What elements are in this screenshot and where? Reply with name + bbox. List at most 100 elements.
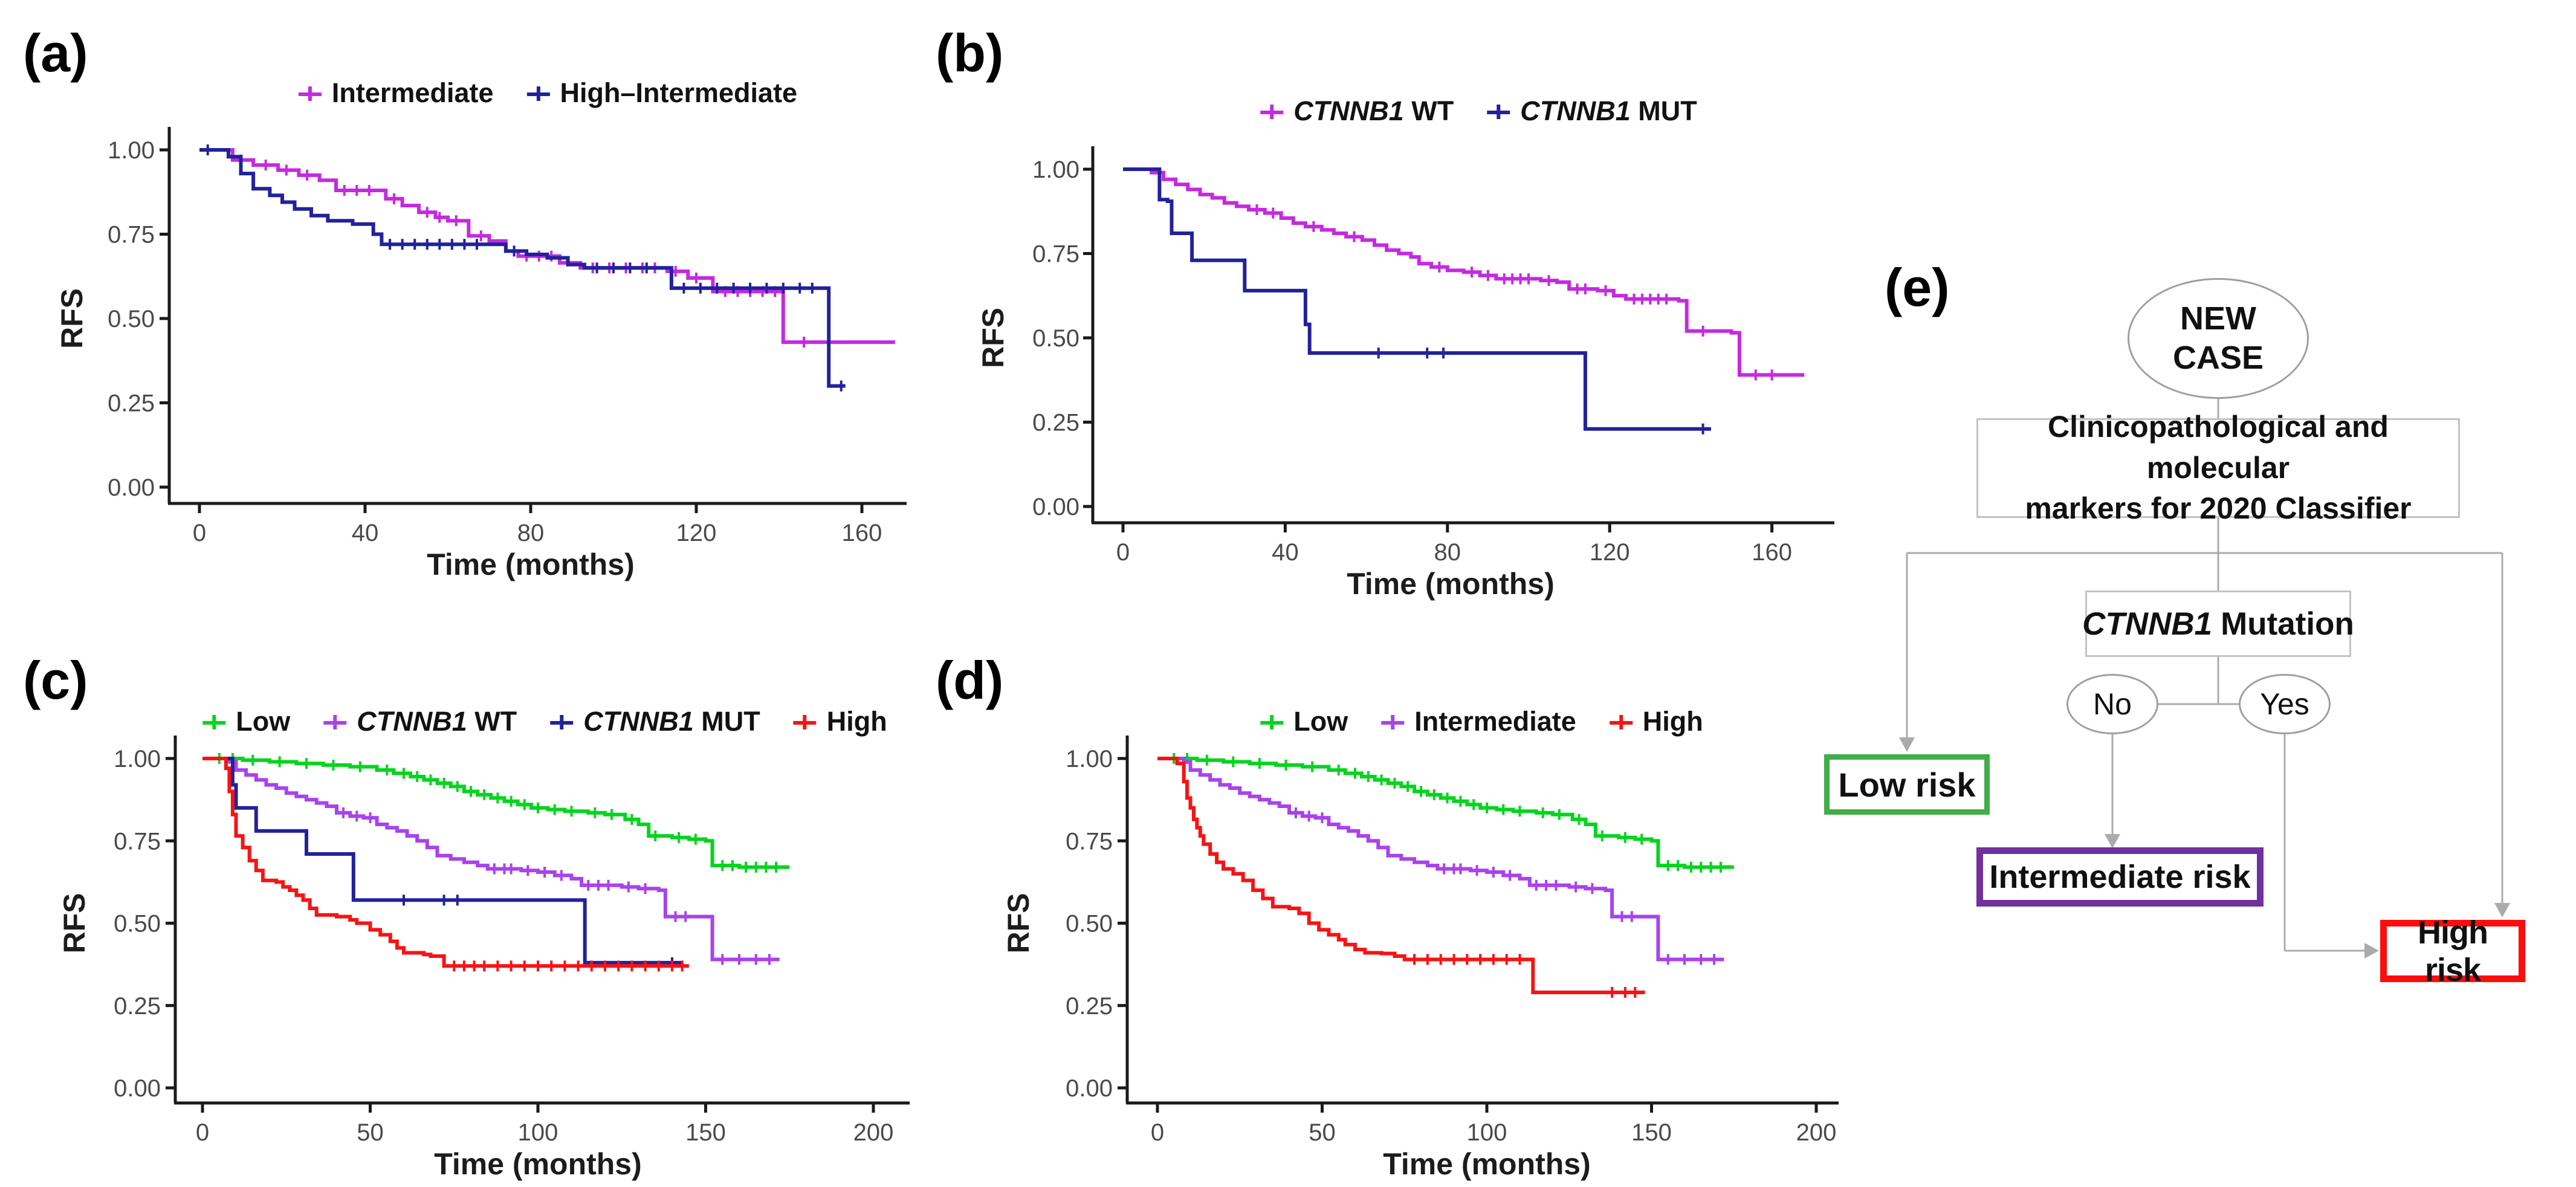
y-tick-label: 0.00 [1066,1075,1113,1102]
legend-item-low: Low [201,706,290,737]
y-tick-label: 0.25 [108,390,155,417]
legend-item-low: Low [1258,706,1348,737]
y-axis-title: RFS [55,288,89,349]
legend-label: High [1642,706,1703,737]
legend-item-high: High [1608,706,1703,737]
panel-label-d: (d) [936,650,1004,710]
y-tick-label: 1.00 [1066,746,1113,772]
km-panel-a: 1.00 0.75 0.50 0.25 0.00 0 40 80 120 160 Time (mon… [55,127,907,581]
km-panel-d: 1.00 0.75 0.50 0.25 0.00 0 50 100 150 200 Time (mo… [1002,736,1839,1181]
y-tick-label: 1.00 [1032,157,1079,183]
x-tick-label: 150 [1631,1119,1672,1146]
legend-item-ctnnb1-mut: CTNNB1 MUT [1485,95,1697,127]
legend-plus-icon [526,86,550,101]
panel-label-a: (a) [23,23,88,83]
km-curve-intermediate [199,148,895,344]
flow-node-no: No [2066,674,2158,734]
y-tick-label: 0.75 [114,828,161,855]
flow-node-intermediate-risk: Intermediate risk [1976,847,2264,907]
legend-item-ctnnb1-wt: CTNNB1 WT [322,706,517,737]
low-risk-label: Low risk [1838,765,1976,804]
legend-label: Low [236,706,291,737]
x-axis-title: Time (months) [1347,567,1555,601]
flow-node-high-risk: High risk [2380,914,2525,988]
mutation-label: Mutation [2221,606,2354,642]
x-axis-title: Time (months) [434,1147,642,1181]
x-tick-label: 200 [1796,1119,1837,1146]
legend-label: CTNNB1 MUT [583,706,760,737]
x-tick-label: 80 [517,520,545,546]
classifier-line1: Clinicopathological and molecular [2048,410,2389,485]
y-tick-label: 0.50 [108,306,155,332]
legend-panel-a: Intermediate High–Intermediate [297,77,797,109]
x-tick-label: 200 [853,1119,894,1146]
km-curve-ctnnb1-wt [1123,167,1805,377]
ctnnb1-gene-italic: CTNNB1 [2082,606,2213,642]
y-tick-label: 0.75 [1032,241,1079,268]
y-tick-label: 0.50 [114,911,161,937]
legend-item-high–intermediate: High–Intermediate [525,77,798,109]
flowchart-arrowheads [1899,737,2510,959]
km-curve-low [1157,757,1734,869]
x-tick-label: 0 [1116,539,1130,566]
km-curve-ctnnb1-mut [1123,167,1711,431]
legend-item-ctnnb1-wt: CTNNB1 WT [1258,95,1454,127]
x-tick-label: 0 [1151,1119,1164,1146]
km-curve-ctnnb1-mut [202,757,682,965]
legend-panel-b: CTNNB1 WT CTNNB1 MUT [1258,95,1697,127]
panel-label-e: (e) [1885,257,1950,317]
y-tick-label: 0.25 [1066,993,1113,1020]
x-tick-label: 120 [676,520,717,546]
x-axis-title: Time (months) [1383,1147,1591,1181]
legend-panel-c: Low CTNNB1 WT CTNNB1 MUT High [201,706,887,737]
x-tick-label: 0 [193,520,206,546]
flow-node-new-case: NEW CASE [2128,278,2309,399]
y-tick-label: 1.00 [114,746,161,772]
legend-plus-icon [793,715,817,729]
km-curve-high [1157,757,1645,994]
flowchart-panel-e: (e) NEW CASE Clinicopa [1813,254,2576,1027]
flow-node-low-risk: Low risk [1824,754,1990,815]
km-curve-low [202,757,790,869]
legend-plus-icon [1260,715,1284,729]
legend-item-high: High [792,706,887,737]
y-axis-title: RFS [1002,893,1035,954]
km-curve-high–intermediate [199,148,846,388]
y-tick-label: 0.25 [114,993,161,1020]
legend-label: High–Intermediate [560,77,798,108]
legend-plus-icon [550,715,574,729]
x-tick-label: 100 [1467,1119,1507,1146]
x-tick-label: 150 [685,1119,726,1146]
x-tick-label: 120 [1590,539,1630,566]
legend-label: CTNNB1 WT [357,706,517,737]
new-case-line2: CASE [2172,340,2264,376]
legend-label: CTNNB1 MUT [1520,95,1697,126]
x-tick-label: 0 [196,1119,209,1146]
km-curve-intermediate [1157,757,1724,962]
x-tick-label: 160 [842,520,882,546]
y-axis-title: RFS [57,893,91,954]
y-tick-label: 0.00 [1032,494,1079,520]
y-tick-label: 0.50 [1032,325,1079,352]
x-axis-title: Time (months) [427,548,635,581]
high-risk-label: High risk [2418,914,2488,988]
legend-plus-icon [1609,715,1633,729]
x-tick-label: 160 [1752,539,1792,566]
flow-node-ctnnb1-mutation: CTNNB1 Mutation [2082,590,2354,657]
y-tick-label: 0.00 [108,474,155,501]
y-tick-label: 0.00 [114,1075,161,1102]
legend-plus-icon [298,86,322,101]
y-tick-label: 0.50 [1066,911,1113,937]
legend-label: Intermediate [331,77,494,108]
legend-plus-icon [1381,715,1405,729]
x-tick-label: 50 [357,1119,384,1146]
legend-plus-icon [202,715,226,729]
legend-label: Intermediate [1414,706,1576,737]
yes-label: Yes [2260,687,2309,721]
y-tick-label: 0.75 [1066,828,1113,855]
km-panel-b: 1.00 0.75 0.50 0.25 0.00 0 40 80 120 160 Time (mon… [976,146,1834,601]
legend-label: Low [1293,706,1348,737]
y-tick-label: 0.25 [1032,410,1079,436]
